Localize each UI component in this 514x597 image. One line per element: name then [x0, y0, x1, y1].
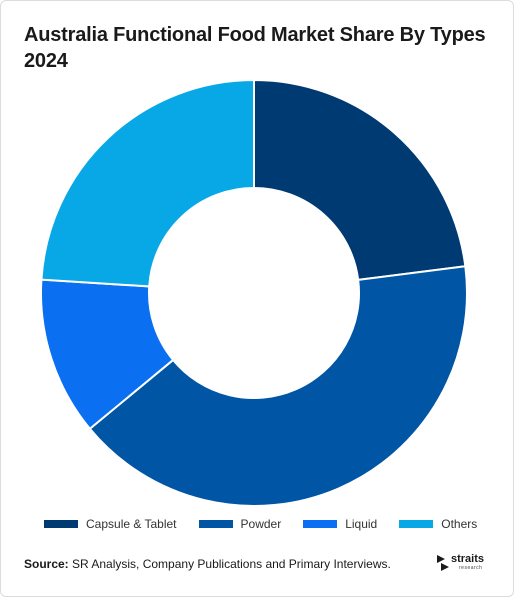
legend-label: Others — [441, 517, 478, 531]
donut-slice-capsule-tablet — [253, 78, 467, 281]
legend-item-others: Others — [399, 517, 477, 531]
chart-title: Australia Functional Food Market Share B… — [24, 24, 486, 72]
source-label: Source: — [24, 557, 69, 571]
chart-legend: Capsule & Tablet Powder Liquid Others — [44, 516, 499, 532]
legend-swatch — [399, 520, 434, 528]
legend-swatch — [303, 520, 338, 528]
straits-logo-icon — [437, 555, 449, 571]
donut-slice-powder — [88, 265, 468, 507]
logo-name: straits — [451, 553, 485, 565]
donut-slice-others — [40, 78, 255, 288]
legend-label: Powder — [240, 517, 282, 531]
legend-swatch — [198, 520, 233, 528]
legend-item-capsule-tablet: Capsule & Tablet — [44, 517, 177, 531]
legend-label: Capsule & Tablet — [86, 517, 177, 531]
source-text: SR Analysis, Company Publications and Pr… — [68, 557, 391, 571]
legend-swatch — [44, 520, 78, 528]
logo-subtitle: research — [459, 565, 483, 571]
legend-item-powder: Powder — [198, 517, 282, 531]
legend-item-liquid: Liquid — [303, 517, 377, 531]
straits-research-logo: straits research — [436, 553, 496, 575]
legend-label: Liquid — [345, 517, 378, 531]
source-note: Source: SR Analysis, Company Publication… — [24, 557, 391, 571]
